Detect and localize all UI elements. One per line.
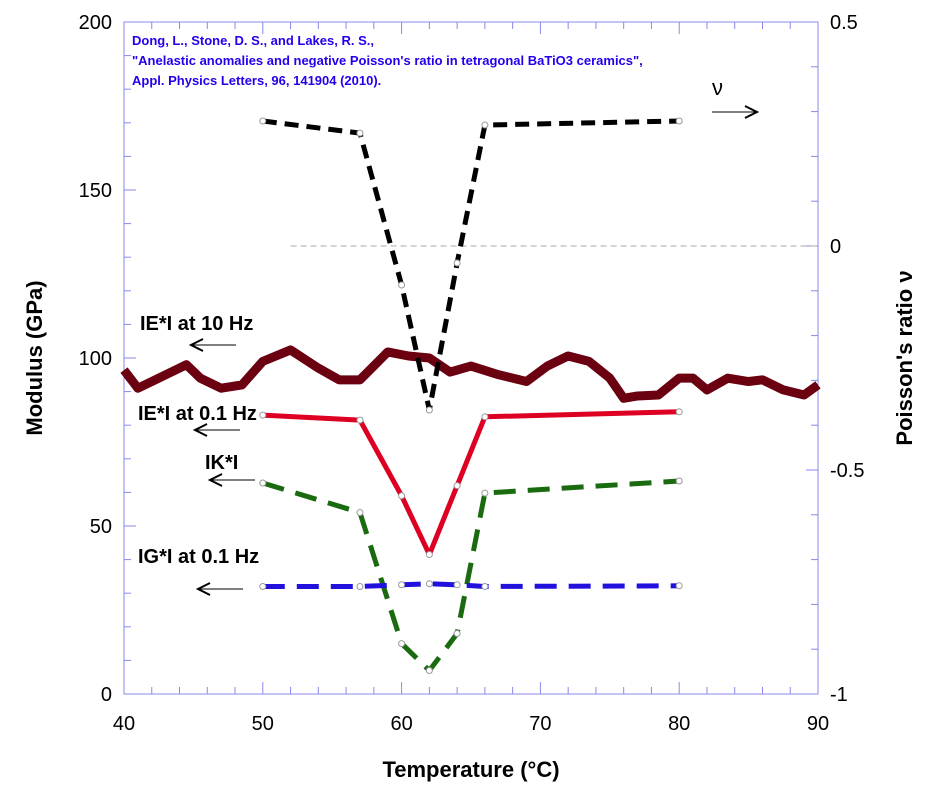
data-point (481, 413, 489, 421)
x-tick-label: 90 (807, 713, 829, 735)
y-tick-label: 100 (79, 348, 112, 370)
arrowhead-icon (744, 105, 760, 119)
data-point (481, 489, 489, 497)
series-label: IG*I at 0.1 Hz (138, 546, 259, 568)
data-point (356, 129, 364, 137)
data-point (675, 477, 683, 485)
data-point (453, 482, 461, 490)
data-point (425, 666, 433, 674)
y-tick-label: 50 (90, 516, 112, 538)
arrowhead-icon (207, 473, 223, 487)
y2-tick-label: -1 (830, 684, 848, 706)
data-point (259, 479, 267, 487)
data-point (259, 117, 267, 125)
x-tick-label: 40 (113, 713, 135, 735)
series-label: IE*I at 10 Hz (140, 313, 253, 335)
data-point (356, 582, 364, 590)
plot-frame (123, 21, 819, 695)
citation-line: "Anelastic anomalies and negative Poisso… (132, 53, 643, 68)
series-label: IK*I (205, 452, 238, 474)
data-point (481, 582, 489, 590)
data-point (425, 406, 433, 414)
y-tick-label: 200 (79, 12, 112, 34)
x-tick-label: 50 (252, 713, 274, 735)
data-point (356, 416, 364, 424)
data-point (398, 492, 406, 500)
citation-line: Dong, L., Stone, D. S., and Lakes, R. S.… (132, 33, 374, 48)
data-point (481, 121, 489, 129)
arrowhead-icon (188, 338, 204, 352)
y-axis-label: Modulus (GPa) (22, 280, 47, 435)
y-tick-label: 150 (79, 180, 112, 202)
x-tick-label: 70 (529, 713, 551, 735)
data-point (675, 408, 683, 416)
y2-tick-label: 0 (830, 236, 841, 258)
y-tick-label: 0 (101, 684, 112, 706)
data-point (259, 582, 267, 590)
series-line (120, 345, 821, 403)
data-point (453, 259, 461, 267)
data-point (425, 551, 433, 559)
x-tick-label: 80 (668, 713, 690, 735)
data-point (356, 509, 364, 517)
series-line (262, 478, 680, 673)
series-label: IE*I at 0.1 Hz (138, 403, 257, 425)
data-point (453, 581, 461, 589)
series-line (262, 581, 680, 589)
arrowhead-icon (195, 582, 211, 596)
data-point (398, 281, 406, 289)
y2-tick-label: -0.5 (830, 460, 864, 482)
data-point (425, 580, 433, 588)
data-point (675, 117, 683, 125)
citation-line: Appl. Physics Letters, 96, 141904 (2010)… (132, 73, 381, 88)
data-point (398, 581, 406, 589)
y2-axis-label: Poisson's ratio ν (892, 270, 917, 445)
data-point (675, 582, 683, 590)
data-point (398, 640, 406, 648)
series-label: ν (712, 75, 723, 100)
x-tick-label: 60 (390, 713, 412, 735)
y2-tick-label: 0.5 (830, 12, 858, 34)
x-axis-label: Temperature (°C) (382, 757, 559, 782)
arrowhead-icon (192, 423, 208, 437)
data-point (453, 630, 461, 638)
data-point (259, 411, 267, 419)
